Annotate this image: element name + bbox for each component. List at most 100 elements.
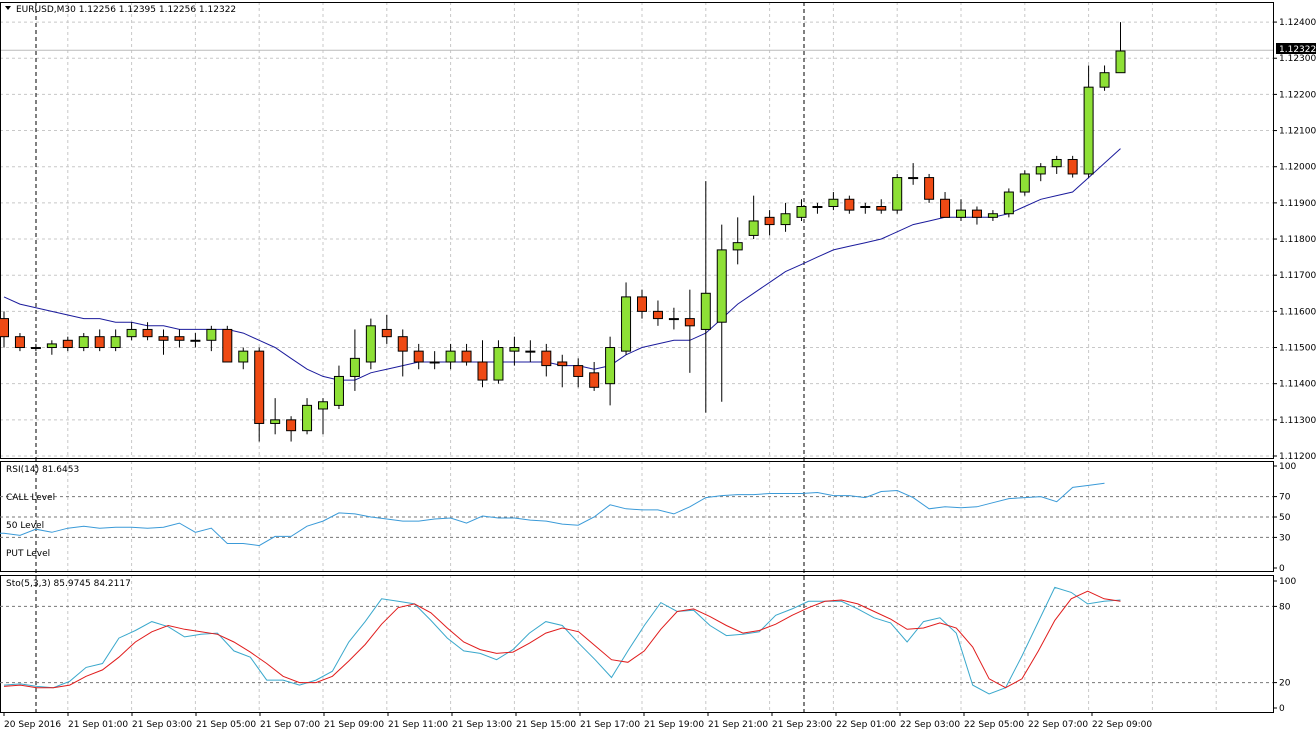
candle xyxy=(461,343,472,366)
rsi-level-put-label: PUT Level xyxy=(6,549,50,559)
bear-candle-body xyxy=(971,209,982,218)
bear-candle-body xyxy=(876,205,887,211)
candle xyxy=(621,282,632,355)
panel-frame xyxy=(0,2,1274,459)
bull-candle-body xyxy=(796,205,807,218)
bull-candle-body xyxy=(987,213,998,218)
candle xyxy=(349,329,360,391)
stochastic-panel xyxy=(0,586,1273,695)
bull-candle-body xyxy=(1115,50,1126,74)
bull-candle-body xyxy=(908,177,919,180)
bull-candle-body xyxy=(1019,173,1030,193)
bull-candle-body xyxy=(365,325,376,363)
candle xyxy=(844,195,855,214)
time-axis-label: 21 Sep 11:00 xyxy=(388,720,448,730)
rsi-tick-label: 70 xyxy=(1279,493,1291,503)
bull-candle-body xyxy=(1051,158,1062,168)
candle xyxy=(397,329,408,377)
candle xyxy=(30,343,41,352)
dropdown-triangle-icon[interactable] xyxy=(5,6,11,10)
rsi-tick-label: 30 xyxy=(1279,533,1291,543)
candle xyxy=(828,192,839,211)
stochastic-signal-line xyxy=(3,590,1121,689)
bear-candle-body xyxy=(397,336,408,352)
candle xyxy=(493,340,504,384)
time-axis-label: 20 Sep 2016 xyxy=(4,720,61,730)
bull-candle-body xyxy=(1003,191,1014,215)
moving-average-path xyxy=(3,148,1121,381)
candle xyxy=(541,343,552,377)
time-axis-label: 21 Sep 21:00 xyxy=(708,720,768,730)
bear-candle-body xyxy=(1067,158,1078,175)
bull-candle-body xyxy=(1099,72,1110,88)
time-axis-label: 21 Sep 17:00 xyxy=(580,720,640,730)
candle xyxy=(780,202,791,232)
price-tick-label: 1.11200 xyxy=(1279,452,1316,462)
candle xyxy=(700,181,711,413)
price-tick-label: 1.11300 xyxy=(1279,416,1316,426)
candle xyxy=(637,289,647,319)
symbol-header: EURUSD,M30 1.12256 1.12395 1.12256 1.123… xyxy=(16,5,236,15)
candle xyxy=(142,322,153,341)
bull-candle-body xyxy=(206,328,217,341)
bull-candle-body xyxy=(302,404,313,432)
rsi-tick-label: 100 xyxy=(1279,462,1296,472)
bear-candle-body xyxy=(381,328,392,338)
time-axis-label: 21 Sep 09:00 xyxy=(324,720,384,730)
bear-candle-body xyxy=(0,318,9,338)
moving-average-line xyxy=(3,148,1121,381)
price-tick-label: 1.11500 xyxy=(1279,344,1316,354)
bear-candle-body xyxy=(62,339,73,349)
time-axis-label: 21 Sep 01:00 xyxy=(68,720,128,730)
candle xyxy=(14,333,25,352)
candle xyxy=(445,343,456,370)
panel-frame xyxy=(0,575,1274,713)
rsi-panel xyxy=(0,482,1273,547)
candle xyxy=(381,314,392,344)
candle xyxy=(589,361,600,391)
bear-candle-body xyxy=(637,296,647,312)
bear-candle-body xyxy=(254,350,265,424)
candle xyxy=(732,217,743,265)
time-axis-label: 21 Sep 07:00 xyxy=(260,720,320,730)
time-axis-label: 22 Sep 09:00 xyxy=(1092,720,1152,730)
candle xyxy=(78,333,89,352)
candle xyxy=(987,210,998,221)
candle xyxy=(110,329,121,352)
candle xyxy=(413,343,424,370)
candle xyxy=(0,311,9,348)
candlestick-series xyxy=(0,22,1126,442)
bear-candle-body xyxy=(557,361,568,367)
bull-candle-body xyxy=(860,205,871,208)
bull-candle-body xyxy=(190,339,201,342)
candle xyxy=(1083,65,1094,178)
candle xyxy=(557,354,568,388)
time-axis-label: 21 Sep 13:00 xyxy=(452,720,512,730)
bull-candle-body xyxy=(780,213,791,226)
candle xyxy=(652,300,663,326)
bull-candle-body xyxy=(78,336,89,349)
time-axis-label: 22 Sep 07:00 xyxy=(1028,720,1088,730)
candle xyxy=(238,347,249,370)
candle xyxy=(1115,22,1126,74)
candle xyxy=(1003,188,1014,218)
time-axis-label: 21 Sep 23:00 xyxy=(772,720,832,730)
candle xyxy=(270,398,281,435)
price-tick-label: 1.12400 xyxy=(1279,18,1316,28)
price-tick-label: 1.11900 xyxy=(1279,199,1316,209)
candle xyxy=(971,206,982,225)
bull-candle-body xyxy=(525,350,536,353)
candle xyxy=(956,199,966,221)
price-tick-label: 1.12200 xyxy=(1279,90,1316,100)
candle xyxy=(46,340,57,355)
bull-candle-body xyxy=(1083,86,1094,175)
bull-candle-body xyxy=(668,318,679,321)
bull-candle-body xyxy=(238,350,249,363)
stochastic-label: Sto(5,3,3) 85.9745 84.2117 xyxy=(6,579,131,589)
candle xyxy=(333,365,344,409)
bull-candle-body xyxy=(621,296,632,352)
bull-candle-body xyxy=(30,347,41,350)
candle xyxy=(940,192,951,218)
